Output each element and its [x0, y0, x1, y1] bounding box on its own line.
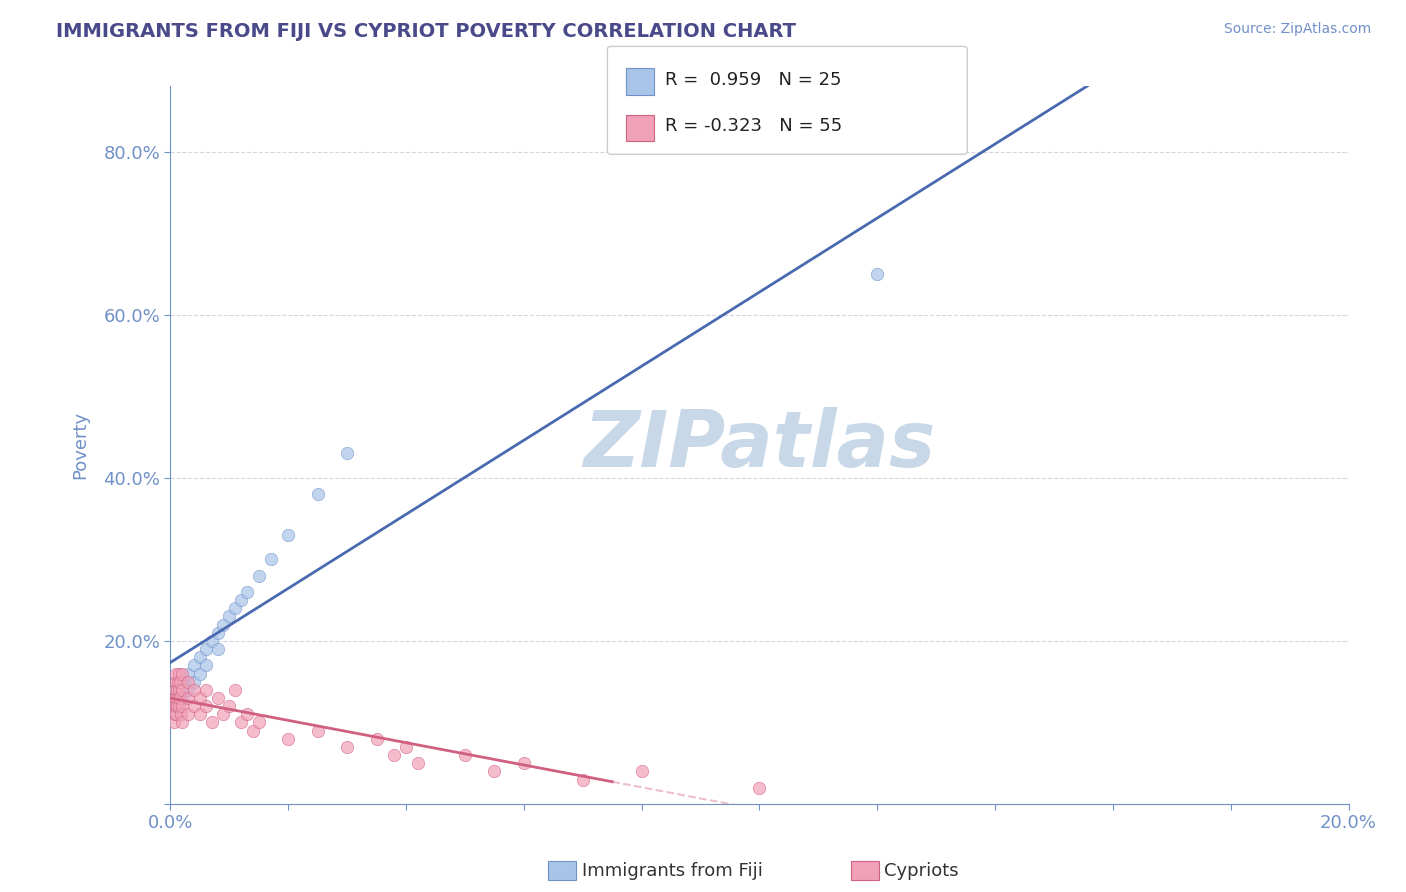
Point [201, 633, 224, 648]
Text: Cypriots: Cypriots [884, 862, 959, 880]
Point [336, 739, 359, 754]
Point [513, 756, 536, 771]
Point [366, 731, 388, 746]
Point [247, 715, 270, 730]
Point [165, 682, 187, 697]
Point [866, 267, 889, 281]
Point [162, 699, 184, 714]
Point [307, 487, 329, 501]
Point [172, 666, 194, 681]
Point [484, 764, 506, 779]
Point [167, 674, 190, 689]
Point [194, 699, 217, 714]
Point [748, 780, 770, 795]
Point [169, 674, 191, 689]
Text: Immigrants from Fiji: Immigrants from Fiji [582, 862, 763, 880]
Point [212, 707, 235, 722]
Point [207, 625, 229, 640]
Point [177, 682, 200, 697]
Text: IMMIGRANTS FROM FIJI VS CYPRIOT POVERTY CORRELATION CHART: IMMIGRANTS FROM FIJI VS CYPRIOT POVERTY … [56, 22, 796, 41]
Point [207, 690, 229, 705]
Point [165, 682, 187, 697]
Point [218, 609, 240, 624]
Point [172, 674, 194, 689]
Point [212, 617, 235, 632]
Point [172, 715, 194, 730]
Point [183, 699, 205, 714]
Point [236, 707, 259, 722]
Point [236, 585, 259, 599]
Point [172, 690, 194, 705]
Point [167, 682, 190, 697]
Text: R =  0.959   N = 25: R = 0.959 N = 25 [665, 70, 842, 89]
Point [188, 650, 211, 665]
Point [229, 593, 252, 607]
Point [194, 658, 217, 673]
Point [169, 690, 191, 705]
Point [172, 699, 194, 714]
Point [406, 756, 429, 771]
Point [165, 707, 187, 722]
Point [167, 666, 190, 681]
Point [183, 658, 205, 673]
Point [170, 707, 193, 722]
Point [229, 715, 252, 730]
Point [167, 690, 190, 705]
Point [201, 715, 224, 730]
Point [630, 764, 652, 779]
Point [259, 552, 281, 566]
Point [183, 682, 205, 697]
Text: R = -0.323   N = 55: R = -0.323 N = 55 [665, 117, 842, 135]
Point [177, 666, 200, 681]
Point [188, 707, 211, 722]
Text: ZIPatlas: ZIPatlas [583, 407, 935, 483]
Point [183, 674, 205, 689]
Point [166, 682, 188, 697]
Point [277, 731, 299, 746]
Point [165, 674, 187, 689]
Point [188, 690, 211, 705]
Point [166, 699, 188, 714]
Point [165, 690, 187, 705]
Point [165, 699, 187, 714]
Point [242, 723, 264, 738]
Point [307, 723, 329, 738]
Point [571, 772, 593, 787]
Point [165, 666, 187, 681]
Point [277, 528, 299, 542]
Point [177, 690, 200, 705]
Point [382, 747, 405, 762]
Point [188, 666, 211, 681]
Point [336, 446, 359, 460]
Point [224, 682, 246, 697]
Point [163, 690, 186, 705]
Point [177, 707, 200, 722]
Y-axis label: Poverty: Poverty [72, 411, 89, 479]
Point [224, 601, 246, 615]
Point [194, 642, 217, 657]
Point [194, 682, 217, 697]
Point [167, 699, 190, 714]
Point [207, 642, 229, 657]
Point [165, 707, 187, 722]
Point [395, 739, 418, 754]
Point [218, 699, 240, 714]
Point [454, 747, 477, 762]
Point [177, 674, 200, 689]
Point [163, 715, 186, 730]
Point [170, 682, 193, 697]
Text: Source: ZipAtlas.com: Source: ZipAtlas.com [1223, 22, 1371, 37]
Point [247, 568, 270, 582]
